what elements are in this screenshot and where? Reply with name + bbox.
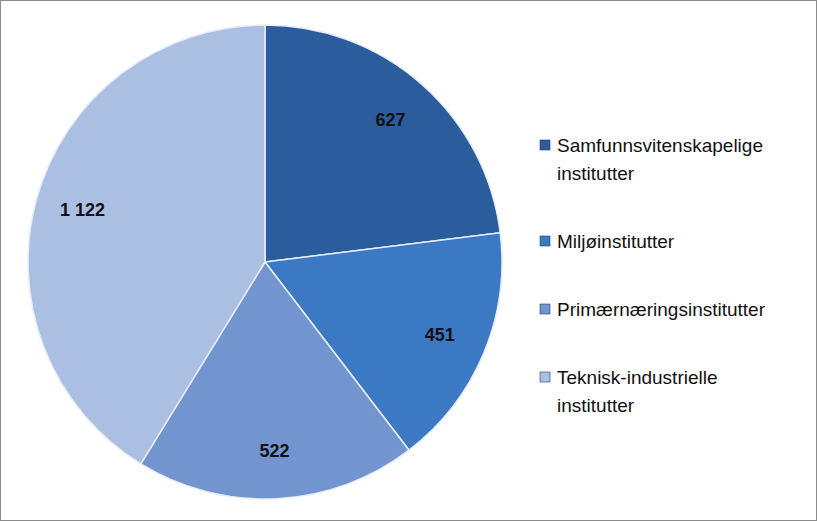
chart: 627 451 522 1 122 Samfunnsvitenskapeligeinst…: [0, 0, 817, 521]
legend-swatch: [540, 140, 550, 150]
legend: Samfunnsvitenskapeligeinstitutter Miljøin…: [540, 135, 766, 416]
data-label: 627: [376, 110, 406, 130]
legend-label: Miljøinstitutter: [557, 231, 675, 252]
legend-label: Samfunnsvitenskapeligeinstitutter: [557, 135, 763, 184]
slices: [28, 25, 502, 499]
frame: [1, 1, 817, 521]
data-label: 451: [425, 325, 455, 345]
slice: [28, 25, 265, 464]
legend-swatch: [540, 236, 550, 246]
data-label: 522: [260, 441, 290, 461]
legend-label: Teknisk-industrielleinstitutter: [557, 367, 718, 416]
legend-swatch: [540, 372, 550, 382]
slice: [265, 25, 500, 262]
data-label: 1 122: [60, 200, 105, 220]
legend-label: Primærnæringsinstitutter: [557, 299, 766, 320]
legend-swatch: [540, 304, 550, 314]
data-labels: 627 451 522 1 122: [60, 110, 455, 461]
